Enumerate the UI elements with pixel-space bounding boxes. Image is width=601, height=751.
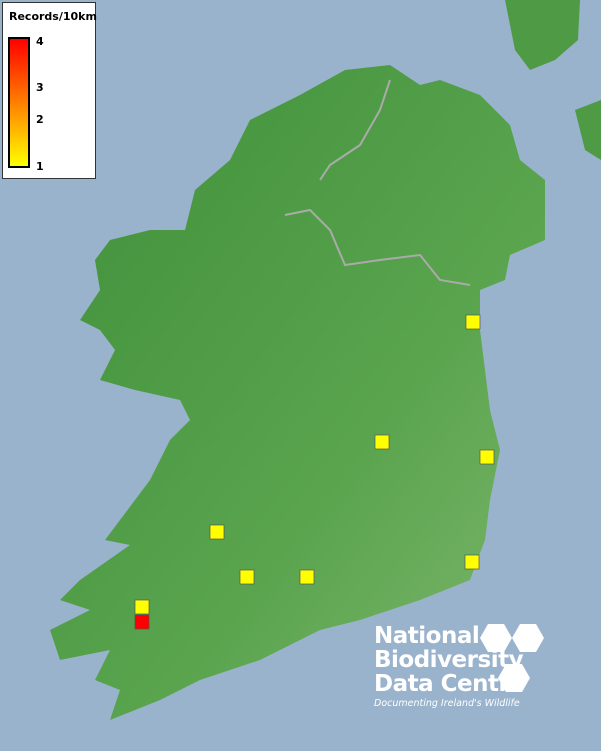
legend-tick: 2 — [36, 113, 44, 126]
record-square[interactable] — [465, 314, 481, 330]
legend-title: Records/10km — [9, 10, 97, 23]
record-square[interactable] — [374, 434, 390, 450]
border-line — [284, 208, 471, 286]
legend-tick: 3 — [36, 81, 44, 94]
legend: Records/10km 4 3 2 1 — [2, 2, 97, 179]
record-square[interactable] — [209, 524, 225, 540]
record-square[interactable] — [479, 449, 495, 465]
legend-tick: 4 — [36, 35, 44, 48]
ireland-landmass — [50, 65, 545, 720]
record-square[interactable] — [134, 614, 150, 630]
record-square[interactable] — [299, 569, 315, 585]
record-square[interactable] — [239, 569, 255, 585]
logo-line: National — [374, 623, 480, 649]
nbdc-logo: National Biodiversity Data Centre Docume… — [374, 623, 525, 709]
legend-tick: 1 — [36, 160, 44, 173]
record-square[interactable] — [134, 599, 150, 615]
logo-hexagons-icon — [480, 624, 544, 692]
scotland-landmass — [505, 0, 580, 70]
border-line — [319, 79, 391, 181]
record-square[interactable] — [464, 554, 480, 570]
scotland-landmass — [575, 100, 601, 160]
color-ramp — [8, 37, 30, 168]
logo-tagline: Documenting Ireland's Wildlife — [374, 698, 520, 709]
